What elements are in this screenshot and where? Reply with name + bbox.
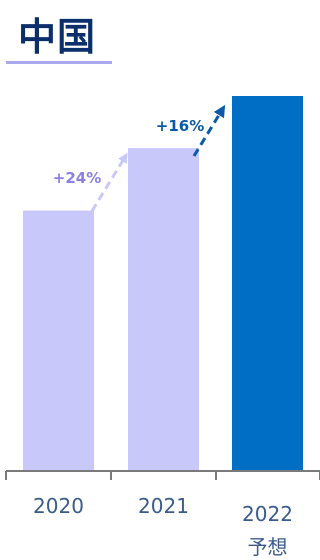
x-tick-sublabel: 予想 bbox=[248, 535, 288, 559]
change-label-2021-2022: +16% bbox=[156, 117, 204, 135]
x-tick-label: 2020 bbox=[33, 494, 84, 518]
x-tick-label: 2022 bbox=[242, 502, 293, 526]
x-tick-label: 2021 bbox=[138, 494, 189, 518]
change-arrow-2021-2022 bbox=[192, 104, 226, 157]
change-label-2020-2021: +24% bbox=[53, 169, 101, 187]
bar-2021 bbox=[128, 148, 199, 472]
title-underline bbox=[6, 61, 112, 64]
change-arrow-2020-2021 bbox=[90, 152, 128, 212]
bar-2022 bbox=[232, 96, 303, 471]
chart-title: 中国 bbox=[18, 15, 97, 59]
bar-2020 bbox=[23, 210, 94, 472]
